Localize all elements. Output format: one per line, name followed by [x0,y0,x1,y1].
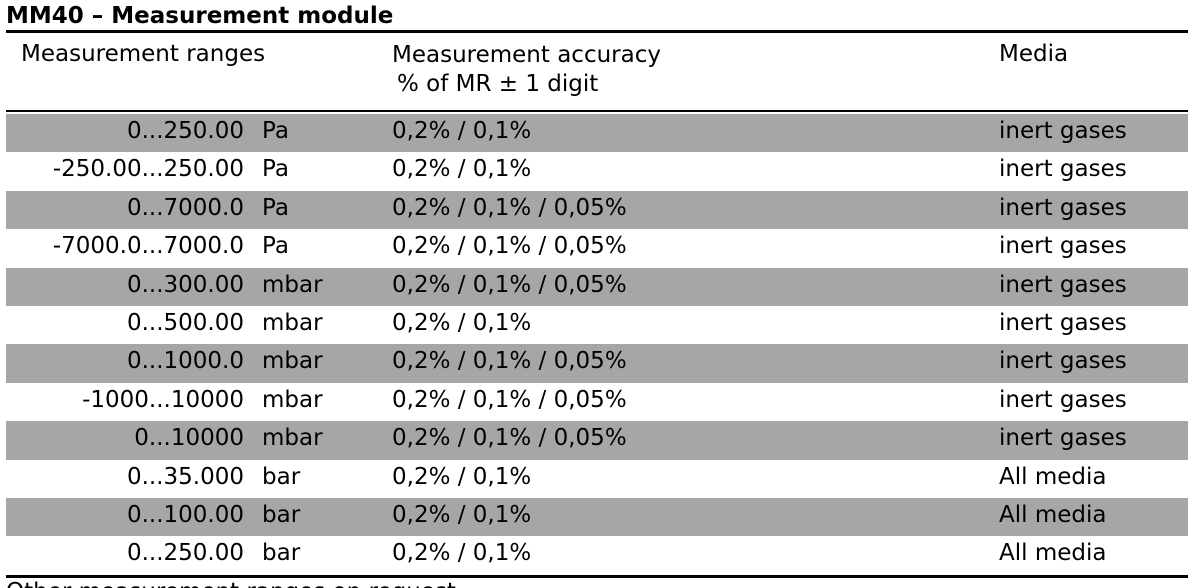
accuracy-cell: 0,2% / 0,1% [392,156,532,183]
header-media: Media [999,41,1069,67]
unit-cell: Pa [262,233,289,260]
table-row: 0...35.000 bar 0,2% / 0,1% All media [6,460,1188,498]
range-cell: 0...35.000 [126,463,244,490]
page-title: MM40 – Measurement module [6,3,394,29]
media-cell: inert gases [999,194,1127,221]
media-cell: inert gases [999,233,1127,260]
unit-cell: mbar [262,348,323,375]
footer-partial-text: Other measurement ranges on request [6,578,606,588]
range-cell: 0...10000 [134,425,244,452]
range-cell: -7000.0...7000.0 [52,233,244,260]
media-cell: All media [999,501,1107,528]
range-cell: 0...250.00 [126,118,244,144]
table-header: Measurement ranges Measurement accuracy … [6,33,1188,109]
table-row: 0...1000.0 mbar 0,2% / 0,1% / 0,05% inert g… [6,344,1188,383]
table-row: 0...100.00 bar 0,2% / 0,1% All media [6,497,1188,537]
media-cell: inert gases [999,425,1127,452]
header-accuracy-line2: % of MR ± 1 digit [397,71,599,97]
unit-cell: bar [262,540,301,567]
unit-cell: bar [262,463,301,490]
range-cell: 0...1000.0 [126,348,244,375]
range-cell: 0...100.00 [126,501,244,528]
footer-text: Other measurement ranges on request [6,578,606,588]
accuracy-cell: 0,2% / 0,1% [392,309,532,336]
media-cell: inert gases [999,271,1127,298]
bottom-rule [6,575,1188,578]
media-cell: inert gases [999,309,1127,336]
unit-cell: Pa [262,156,289,183]
table-row: -1000...10000 mbar 0,2% / 0,1% / 0,05% iner… [6,383,1188,421]
accuracy-cell: 0,2% / 0,1% [392,501,532,528]
media-cell: inert gases [999,118,1127,144]
accuracy-cell: 0,2% / 0,1% / 0,05% [392,425,627,452]
accuracy-cell: 0,2% / 0,1% / 0,05% [392,194,627,221]
range-cell: 0...7000.0 [126,194,244,221]
table-row: -250.00...250.00 Pa 0,2% / 0,1% inert gases [6,152,1188,190]
accuracy-cell: 0,2% / 0,1% / 0,05% [392,271,627,298]
unit-cell: mbar [262,271,323,298]
header-accuracy-line1: Measurement accuracy [392,42,661,68]
table-row: -7000.0...7000.0 Pa 0,2% / 0,1% / 0,05% ine… [6,229,1188,267]
range-cell: -1000...10000 [82,386,244,413]
unit-cell: Pa [262,194,289,221]
accuracy-cell: 0,2% / 0,1% / 0,05% [392,348,627,375]
unit-cell: bar [262,501,301,528]
table-row: 0...250.00 bar 0,2% / 0,1% All media [6,536,1188,574]
accuracy-cell: 0,2% / 0,1% [392,540,532,567]
range-cell: -250.00...250.00 [52,156,244,183]
header-rule [6,110,1188,112]
range-cell: 0...300.00 [126,271,244,298]
range-cell: 0...500.00 [126,309,244,336]
table-row: 0...500.00 mbar 0,2% / 0,1% inert gases [6,306,1188,344]
header-measurement-ranges: Measurement ranges [21,41,266,67]
media-cell: inert gases [999,156,1127,183]
media-cell: inert gases [999,348,1127,375]
accuracy-cell: 0,2% / 0,1% / 0,05% [392,233,627,260]
unit-cell: mbar [262,425,323,452]
table-row: 0...250.00 Pa 0,2% / 0,1% inert gases [6,114,1188,153]
media-cell: inert gases [999,386,1127,413]
unit-cell: Pa [262,118,289,144]
unit-cell: mbar [262,309,323,336]
media-cell: All media [999,463,1107,490]
accuracy-cell: 0,2% / 0,1% / 0,05% [392,386,627,413]
top-rule [6,30,1188,33]
table-body: 0...250.00 Pa 0,2% / 0,1% inert gases -250.… [6,114,1188,575]
accuracy-cell: 0,2% / 0,1% [392,118,532,144]
table-row: 0...10000 mbar 0,2% / 0,1% / 0,05% inert ga… [6,421,1188,460]
table-row: 0...300.00 mbar 0,2% / 0,1% / 0,05% inert g… [6,267,1188,306]
accuracy-cell: 0,2% / 0,1% [392,463,532,490]
unit-cell: mbar [262,386,323,413]
table-row: 0...7000.0 Pa 0,2% / 0,1% / 0,05% inert gas… [6,190,1188,230]
range-cell: 0...250.00 [126,540,244,567]
media-cell: All media [999,540,1107,567]
header-measurement-accuracy: Measurement accuracy % of MR ± 1 digit [392,41,661,99]
